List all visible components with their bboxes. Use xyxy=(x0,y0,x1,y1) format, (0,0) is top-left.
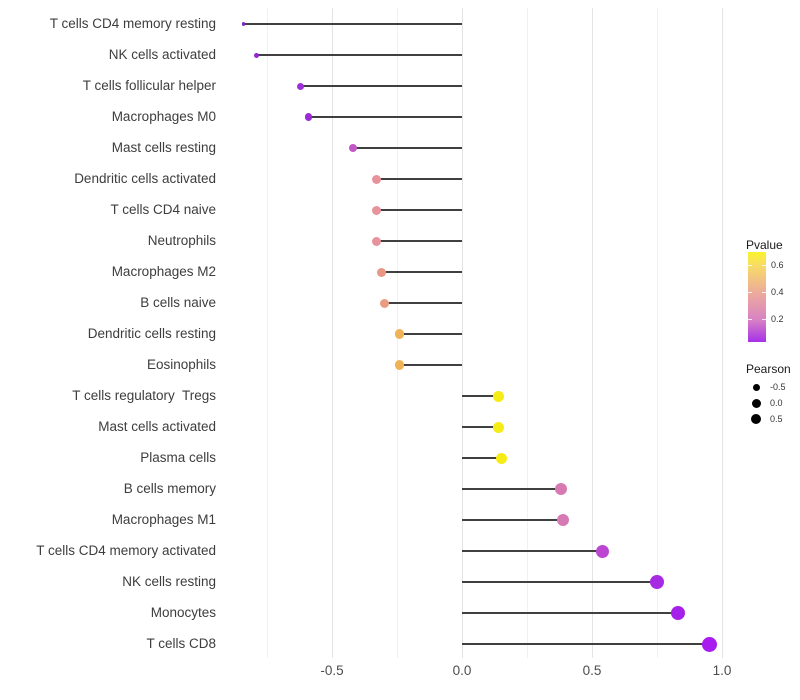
y-axis-label: Monocytes xyxy=(150,605,216,620)
y-axis-label: Dendritic cells resting xyxy=(87,326,216,341)
y-axis-label: T cells CD4 memory activated xyxy=(36,543,216,558)
pvalue-tick-mark xyxy=(748,265,752,267)
gridline xyxy=(461,8,463,658)
lollipop-stem xyxy=(462,457,501,459)
pearson-legend-title: Pearson xyxy=(746,362,791,376)
y-axis-label: Neutrophils xyxy=(147,233,216,248)
x-tick-label: 0.5 xyxy=(582,663,602,678)
lollipop-stem xyxy=(462,643,709,645)
pvalue-tick-mark xyxy=(762,319,766,321)
lollipop-dot xyxy=(554,483,567,495)
y-axis-label: T cells regulatory Tregs xyxy=(72,388,216,403)
y-axis-label: B cells memory xyxy=(123,481,216,496)
pvalue-tick-label: 0.2 xyxy=(771,314,784,325)
lollipop-dot xyxy=(670,606,685,620)
lollipop-dot xyxy=(394,360,405,370)
lollipop-dot xyxy=(557,514,570,526)
y-axis-label: Macrophages M2 xyxy=(111,264,216,279)
y-axis-label: Eosinophils xyxy=(146,357,216,372)
lollipop-dot xyxy=(595,544,609,558)
pvalue-tick-mark xyxy=(762,292,766,294)
lollipop-stem xyxy=(376,240,462,242)
lollipop-dot xyxy=(254,52,260,58)
gridline xyxy=(656,8,658,658)
lollipop-dot xyxy=(371,236,381,246)
lollipop-stem xyxy=(462,581,657,583)
lollipop-dot xyxy=(241,22,246,26)
gridline xyxy=(331,8,333,658)
lollipop-dot xyxy=(304,113,313,121)
y-axis-label: T cells CD4 naive xyxy=(110,202,216,217)
lollipop-dot xyxy=(371,205,381,215)
y-axis-label: Macrophages M1 xyxy=(111,512,216,527)
y-axis-label: NK cells activated xyxy=(108,47,216,62)
y-axis-label: T cells follicular helper xyxy=(82,78,216,93)
pvalue-tick-mark xyxy=(748,319,752,321)
pearson-size-dot xyxy=(752,383,760,391)
pvalue-tick-label: 0.6 xyxy=(771,260,784,271)
lollipop-dot xyxy=(348,144,357,152)
y-axis-label: Mast cells activated xyxy=(98,419,216,434)
lollipop-stem xyxy=(381,271,462,273)
y-axis-label: Plasma cells xyxy=(140,450,216,465)
pearson-size-label: 0.5 xyxy=(770,414,783,424)
x-tick-label: 1.0 xyxy=(712,663,732,678)
lollipop-dot xyxy=(394,329,405,339)
y-axis-label: B cells naive xyxy=(140,295,216,310)
lollipop-stem xyxy=(352,147,462,149)
lollipop-dot xyxy=(371,174,381,184)
lollipop-dot xyxy=(650,575,664,589)
lollipop-dot xyxy=(379,298,389,308)
gridline xyxy=(526,8,528,658)
y-axis-label: NK cells resting xyxy=(122,574,216,589)
lollipop-stem xyxy=(399,364,462,366)
lollipop-stem xyxy=(300,85,462,87)
gridline xyxy=(266,8,268,658)
pearson-size-dot xyxy=(751,414,761,424)
lollipop-stem xyxy=(256,54,462,56)
lollipop-stem xyxy=(462,519,564,521)
pearson-size-label: 0.0 xyxy=(770,398,783,408)
x-tick-label: 0.0 xyxy=(452,663,472,678)
lollipop-stem xyxy=(462,395,499,397)
y-axis-label: Macrophages M0 xyxy=(111,109,216,124)
pearson-size-dot xyxy=(751,398,761,408)
pvalue-legend-title: Pvalue xyxy=(746,238,783,252)
pvalue-colorbar xyxy=(748,252,766,342)
pearson-size-label: -0.5 xyxy=(770,382,786,392)
lollipop-stem xyxy=(462,426,499,428)
y-axis-label: T cells CD8 xyxy=(146,636,216,651)
y-axis-label: T cells CD4 memory resting xyxy=(49,16,216,31)
pvalue-tick-label: 0.4 xyxy=(771,287,784,298)
lollipop-stem xyxy=(376,178,462,180)
pvalue-tick-mark xyxy=(748,292,752,294)
lollipop-stem xyxy=(399,333,462,335)
lollipop-dot xyxy=(297,82,305,90)
gridline xyxy=(721,8,723,658)
lollipop-dot xyxy=(492,390,504,402)
lollipop-stem xyxy=(462,612,678,614)
lollipop-stem xyxy=(243,23,462,25)
y-axis-label: Mast cells resting xyxy=(111,140,216,155)
lollipop-dot xyxy=(376,267,386,277)
gridline xyxy=(591,8,593,658)
pvalue-tick-mark xyxy=(762,265,766,267)
y-axis-label: Dendritic cells activated xyxy=(74,171,216,186)
lollipop-dot xyxy=(492,421,504,433)
lollipop-stem xyxy=(462,550,603,552)
x-tick-label: -0.5 xyxy=(320,663,344,678)
lollipop-stem xyxy=(462,488,561,490)
lollipop-stem xyxy=(308,116,462,118)
lollipop-stem xyxy=(384,302,462,304)
lollipop-stem xyxy=(376,209,462,211)
lollipop-dot xyxy=(495,452,507,464)
lollipop-dot xyxy=(701,636,717,652)
